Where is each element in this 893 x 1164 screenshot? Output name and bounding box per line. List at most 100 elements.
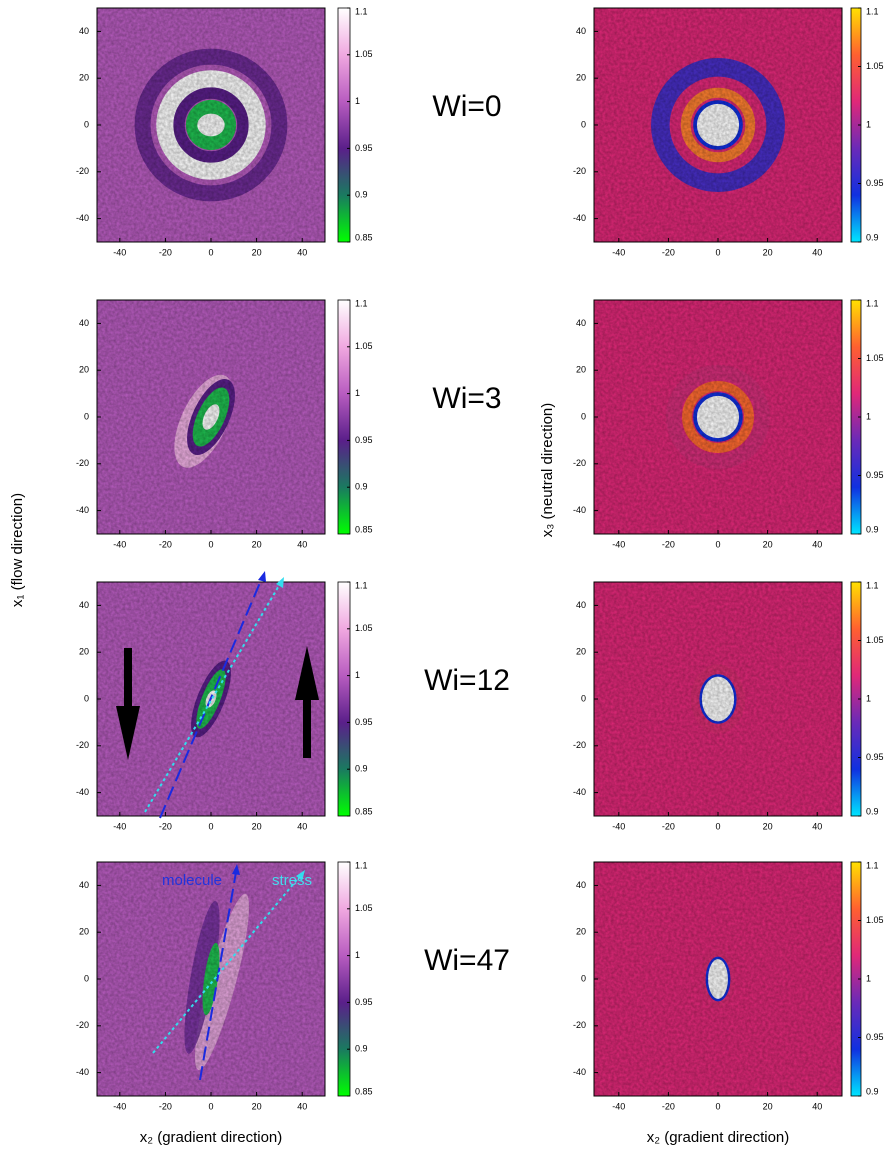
- heatmap-noise: [594, 300, 842, 534]
- x-tick-label: -40: [113, 247, 126, 257]
- y-axis-label: x₁ (flow direction): [9, 493, 26, 607]
- y-tick-label: 20: [576, 365, 586, 375]
- x-tick-label: 20: [252, 539, 262, 549]
- y-tick-label: 40: [576, 600, 586, 610]
- x-tick-label: 40: [812, 821, 822, 831]
- y-tick-label: 20: [79, 365, 89, 375]
- colorbar-tick-label: 1: [355, 950, 360, 960]
- x-tick-label: -20: [159, 1101, 172, 1111]
- y-tick-label: -40: [76, 505, 89, 515]
- annotation-overlay: molecule stress: [116, 571, 319, 1081]
- x-tick-label: 20: [763, 539, 773, 549]
- x-tick-label: 0: [715, 821, 720, 831]
- x-tick-label: 40: [297, 821, 307, 831]
- x-tick-label: 0: [715, 1101, 720, 1111]
- heatmap-panel: -40 -20 0 20 40 -40 -20 0 20 40 0.85 0.9 0.95 1 1.05 1.…: [76, 860, 510, 1146]
- y-tick-label: -20: [76, 740, 89, 750]
- colorbar-tick-label: 0.85: [355, 232, 373, 242]
- x-tick-label: -40: [113, 1101, 126, 1111]
- y-tick-label: 0: [84, 973, 89, 983]
- y-tick-label: 40: [79, 600, 89, 610]
- x-tick-label: -20: [662, 539, 675, 549]
- shear-arrow-down: [116, 648, 140, 760]
- x-tick-label: -40: [612, 821, 625, 831]
- heatmap-field: [97, 300, 325, 534]
- colorbar-tick-label: 1: [866, 411, 871, 421]
- y-tick-label: 20: [79, 647, 89, 657]
- heatmap-noise: [594, 8, 842, 242]
- colorbar-tick-label: 0.95: [355, 143, 373, 153]
- heatmap-field: [594, 862, 842, 1096]
- heatmap-noise: [97, 300, 325, 534]
- panel-title: Wi=3: [432, 382, 501, 415]
- x-tick-label: -40: [612, 539, 625, 549]
- annotation-stress: stress: [272, 872, 312, 889]
- annotation-molecule: molecule: [162, 872, 222, 889]
- x-axis-label: x₂ (gradient direction): [647, 1129, 790, 1146]
- panel-title: Wi=12: [424, 664, 510, 697]
- colorbar-tick-label: 1: [355, 388, 360, 398]
- x-tick-label: 40: [812, 539, 822, 549]
- colorbar-tick-label: 1.05: [355, 903, 373, 913]
- x-tick-label: 20: [763, 821, 773, 831]
- x-tick-label: 40: [812, 247, 822, 257]
- x-tick-label: 40: [812, 1101, 822, 1111]
- heatmap-panel: -40 -20 0 20 40 -40 -20 0 20 40 0.85 0.9 0.95 1 1.05 1.…: [9, 6, 502, 607]
- x-tick-label: 20: [252, 247, 262, 257]
- x-tick-label: 40: [297, 1101, 307, 1111]
- y-tick-label: -40: [573, 505, 586, 515]
- x-tick-label: 0: [715, 539, 720, 549]
- heatmap-noise: [594, 582, 842, 816]
- colorbar-tick-label: 1.05: [866, 635, 884, 645]
- y-tick-label: 40: [576, 318, 586, 328]
- molecule-axis: [159, 577, 263, 819]
- colorbar-tick-label: 0.95: [355, 717, 373, 727]
- x-tick-label: -40: [612, 247, 625, 257]
- y-tick-label: 20: [576, 73, 586, 83]
- y-tick-label: 20: [79, 73, 89, 83]
- colorbar-tick-label: 1.1: [866, 860, 879, 870]
- x-tick-label: 20: [763, 247, 773, 257]
- y-tick-label: 40: [79, 880, 89, 890]
- heatmap-panel: -40 -20 0 20 40 -40 -20 0 20 40 0.9 0.95 1 1.05 1.1: [573, 298, 884, 549]
- y-tick-label: 20: [576, 647, 586, 657]
- y-tick-label: -40: [76, 1067, 89, 1077]
- y-tick-label: -40: [573, 1067, 586, 1077]
- colorbar: [337, 7, 351, 243]
- y-tick-label: 0: [581, 411, 586, 421]
- y-tick-label: 40: [576, 880, 586, 890]
- y-tick-label: 0: [581, 973, 586, 983]
- x-tick-label: 0: [208, 539, 213, 549]
- y-tick-label: -40: [573, 787, 586, 797]
- y-tick-label: 40: [576, 26, 586, 36]
- y-tick-label: 40: [79, 318, 89, 328]
- arrow-head: [276, 577, 284, 588]
- colorbar-tick-label: 0.95: [866, 752, 884, 762]
- y-tick-label: -20: [76, 458, 89, 468]
- x-tick-label: 0: [715, 247, 720, 257]
- y-tick-label: 20: [576, 927, 586, 937]
- y-tick-label: -20: [573, 1020, 586, 1030]
- colorbar-tick-label: 1.05: [866, 61, 884, 71]
- arrow-head: [232, 864, 240, 875]
- colorbar-tick-label: 0.9: [866, 524, 879, 534]
- y-tick-label: -20: [76, 166, 89, 176]
- stress-axis: [152, 875, 301, 1054]
- y-tick-label: 40: [79, 26, 89, 36]
- y-axis-label: x₃ (neutral direction): [539, 403, 556, 538]
- y-tick-label: 0: [84, 693, 89, 703]
- arrow-head: [296, 870, 305, 881]
- colorbar: [337, 861, 351, 1097]
- x-tick-label: -20: [662, 247, 675, 257]
- stress-axis: [144, 583, 281, 813]
- heatmap-panel: -40 -20 0 20 40 -40 -20 0 20 40 0.85 0.9 0.95 1 1.05 1.…: [76, 298, 502, 549]
- colorbar-tick-label: 1.05: [866, 353, 884, 363]
- colorbar-tick-label: 1: [355, 96, 360, 106]
- colorbar: [337, 581, 351, 817]
- colorbar-tick-label: 0.85: [355, 1086, 373, 1096]
- x-tick-label: 0: [208, 1101, 213, 1111]
- colorbar-tick-label: 1.1: [355, 6, 368, 16]
- colorbar-tick-label: 0.9: [355, 482, 368, 492]
- colorbar-tick-label: 1.1: [866, 580, 879, 590]
